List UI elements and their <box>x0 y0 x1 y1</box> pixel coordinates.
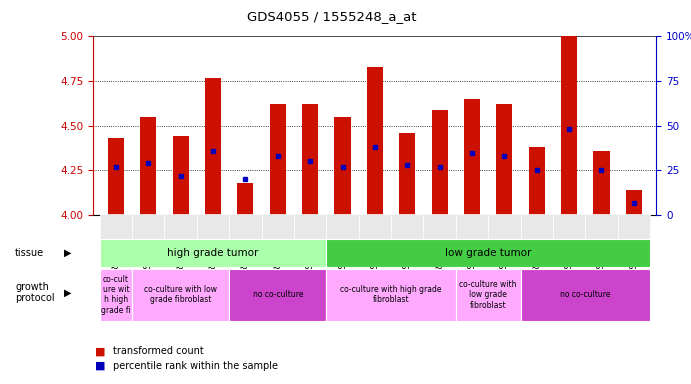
Bar <box>269 104 286 215</box>
Bar <box>100 269 132 321</box>
Text: growth
protocol: growth protocol <box>15 282 55 303</box>
Bar <box>520 214 553 239</box>
Text: co-culture with
low grade
fibroblast: co-culture with low grade fibroblast <box>460 280 517 310</box>
Text: co-culture with high grade
fibroblast: co-culture with high grade fibroblast <box>340 285 442 305</box>
Bar <box>100 239 326 267</box>
Bar <box>140 117 156 215</box>
Text: transformed count: transformed count <box>113 346 203 356</box>
Bar <box>197 214 229 239</box>
Bar <box>496 104 513 215</box>
Bar <box>618 214 650 239</box>
Text: co-cult
ure wit
h high
grade fi: co-cult ure wit h high grade fi <box>101 275 131 315</box>
Bar <box>302 104 319 215</box>
Text: no co-culture: no co-culture <box>560 290 610 299</box>
Bar <box>594 151 609 215</box>
Text: high grade tumor: high grade tumor <box>167 248 258 258</box>
Text: ■: ■ <box>95 361 106 371</box>
Text: co-culture with low
grade fibroblast: co-culture with low grade fibroblast <box>144 285 217 305</box>
Bar <box>553 214 585 239</box>
Bar <box>100 214 132 239</box>
Bar <box>164 214 197 239</box>
Bar <box>367 67 383 215</box>
Bar <box>431 110 448 215</box>
Text: GDS4055 / 1555248_a_at: GDS4055 / 1555248_a_at <box>247 10 417 23</box>
Bar <box>456 214 488 239</box>
Bar <box>173 136 189 215</box>
Bar <box>424 214 456 239</box>
Bar <box>205 78 221 215</box>
Bar <box>237 183 254 215</box>
Text: low grade tumor: low grade tumor <box>445 248 531 258</box>
Bar <box>520 269 650 321</box>
Bar <box>561 36 577 215</box>
Bar <box>626 190 642 215</box>
Bar <box>334 117 350 215</box>
Bar <box>132 269 229 321</box>
Bar <box>529 147 545 215</box>
Bar <box>456 269 520 321</box>
Bar <box>464 99 480 215</box>
Text: ■: ■ <box>95 346 106 356</box>
Bar <box>108 138 124 215</box>
Bar <box>326 269 456 321</box>
Bar <box>229 214 262 239</box>
Bar <box>294 214 326 239</box>
Bar <box>488 214 520 239</box>
Text: ▶: ▶ <box>64 248 71 258</box>
Bar <box>326 239 650 267</box>
Bar <box>399 133 415 215</box>
Bar <box>132 214 164 239</box>
Bar <box>229 269 326 321</box>
Bar <box>359 214 391 239</box>
Text: no co-culture: no co-culture <box>252 290 303 299</box>
Bar <box>262 214 294 239</box>
Bar <box>585 214 618 239</box>
Bar <box>391 214 424 239</box>
Text: tissue: tissue <box>15 248 44 258</box>
Text: ▶: ▶ <box>64 288 71 298</box>
Bar <box>326 214 359 239</box>
Text: percentile rank within the sample: percentile rank within the sample <box>113 361 278 371</box>
